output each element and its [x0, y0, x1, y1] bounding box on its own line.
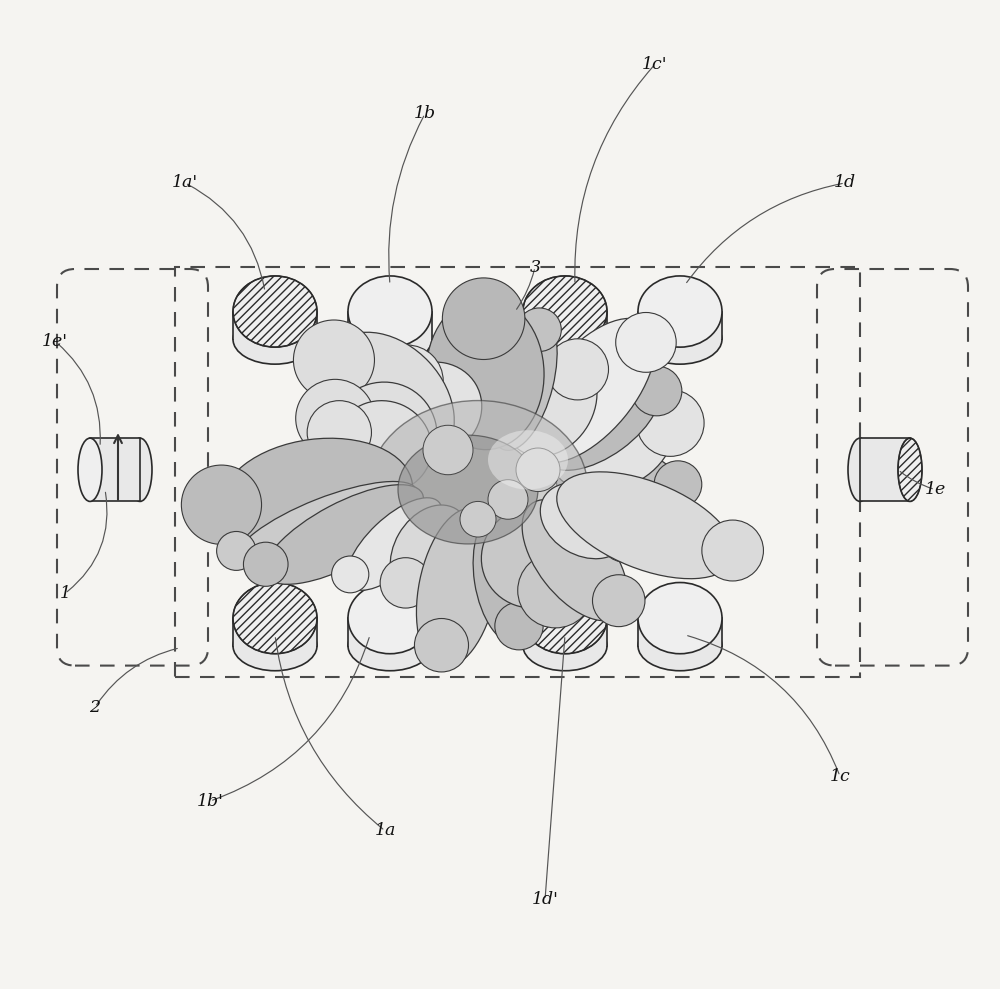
Ellipse shape	[78, 438, 102, 501]
Ellipse shape	[523, 583, 607, 654]
Ellipse shape	[523, 315, 607, 364]
Bar	[348, 312, 432, 339]
Circle shape	[307, 401, 371, 464]
Ellipse shape	[557, 472, 734, 579]
Ellipse shape	[233, 583, 317, 654]
Ellipse shape	[522, 499, 628, 621]
Ellipse shape	[348, 315, 432, 364]
Ellipse shape	[390, 505, 471, 598]
Text: 1: 1	[60, 584, 70, 602]
Ellipse shape	[236, 482, 417, 570]
Text: 1b': 1b'	[197, 792, 223, 810]
Circle shape	[332, 556, 369, 592]
Circle shape	[637, 390, 704, 456]
Bar	[233, 312, 317, 339]
Ellipse shape	[488, 430, 568, 490]
Circle shape	[616, 313, 676, 372]
Ellipse shape	[556, 449, 678, 516]
Circle shape	[442, 278, 525, 360]
Text: 1b: 1b	[414, 105, 436, 123]
Text: 1c: 1c	[830, 767, 850, 785]
Circle shape	[702, 520, 763, 581]
Ellipse shape	[523, 621, 607, 671]
Ellipse shape	[233, 315, 317, 364]
Circle shape	[423, 425, 473, 475]
Text: 1c': 1c'	[642, 55, 668, 73]
Ellipse shape	[348, 583, 432, 654]
Bar	[638, 312, 722, 339]
Circle shape	[243, 542, 288, 586]
Bar	[90, 438, 140, 501]
Circle shape	[600, 514, 649, 562]
Ellipse shape	[336, 401, 432, 493]
Bar	[175, 267, 860, 677]
Ellipse shape	[233, 621, 317, 671]
Ellipse shape	[328, 382, 437, 493]
Circle shape	[592, 575, 645, 627]
Circle shape	[181, 465, 262, 544]
Text: 1d': 1d'	[532, 891, 558, 909]
Ellipse shape	[848, 438, 872, 501]
Circle shape	[293, 320, 374, 401]
Text: 1e: 1e	[924, 481, 946, 498]
Ellipse shape	[540, 483, 628, 559]
Ellipse shape	[264, 485, 424, 584]
Ellipse shape	[319, 332, 454, 470]
Ellipse shape	[473, 510, 544, 645]
Text: 2: 2	[90, 698, 100, 716]
Ellipse shape	[487, 310, 557, 450]
Ellipse shape	[898, 438, 922, 501]
Circle shape	[460, 501, 496, 537]
Circle shape	[632, 366, 682, 415]
Text: 1a: 1a	[374, 822, 396, 840]
Ellipse shape	[348, 621, 432, 671]
Ellipse shape	[233, 276, 317, 347]
Text: 3: 3	[530, 258, 540, 276]
Ellipse shape	[426, 298, 544, 450]
Circle shape	[518, 553, 593, 628]
Ellipse shape	[481, 505, 589, 608]
Circle shape	[495, 602, 543, 650]
Circle shape	[414, 618, 469, 672]
Text: 1d: 1d	[834, 174, 856, 192]
Ellipse shape	[128, 438, 152, 501]
Ellipse shape	[348, 276, 432, 347]
Ellipse shape	[416, 508, 499, 668]
Circle shape	[296, 380, 375, 457]
Circle shape	[380, 558, 431, 608]
Ellipse shape	[221, 438, 413, 553]
Ellipse shape	[523, 276, 607, 347]
Circle shape	[654, 461, 702, 508]
Bar	[523, 312, 607, 339]
Ellipse shape	[398, 435, 538, 544]
Bar	[233, 618, 317, 646]
Bar	[523, 618, 607, 646]
Bar	[860, 438, 910, 501]
Ellipse shape	[368, 401, 588, 579]
Circle shape	[488, 480, 528, 519]
Ellipse shape	[380, 362, 482, 459]
Bar	[348, 618, 432, 646]
Circle shape	[547, 339, 609, 400]
Ellipse shape	[638, 276, 722, 347]
Text: 1a': 1a'	[172, 174, 198, 192]
Ellipse shape	[549, 391, 673, 493]
Bar	[638, 618, 722, 646]
Ellipse shape	[638, 315, 722, 364]
Ellipse shape	[526, 318, 655, 463]
Ellipse shape	[541, 371, 661, 471]
Circle shape	[517, 308, 561, 351]
Circle shape	[370, 345, 443, 417]
Ellipse shape	[502, 351, 597, 456]
Circle shape	[516, 448, 560, 492]
Text: 1e': 1e'	[42, 332, 68, 350]
Ellipse shape	[638, 583, 722, 654]
Ellipse shape	[347, 497, 442, 590]
Ellipse shape	[638, 621, 722, 671]
Circle shape	[217, 531, 256, 571]
